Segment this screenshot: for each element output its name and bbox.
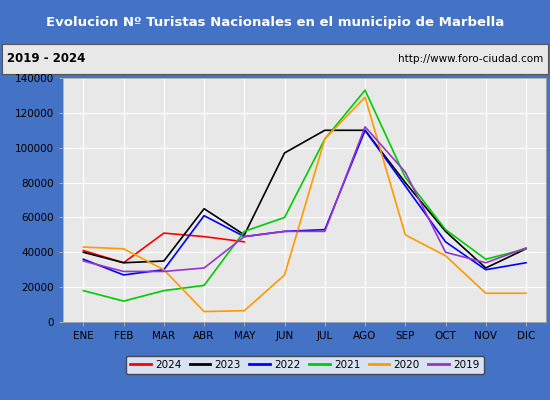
Text: 2019 - 2024: 2019 - 2024 bbox=[7, 52, 85, 66]
Text: Evolucion Nº Turistas Nacionales en el municipio de Marbella: Evolucion Nº Turistas Nacionales en el m… bbox=[46, 16, 504, 29]
Text: http://www.foro-ciudad.com: http://www.foro-ciudad.com bbox=[398, 54, 543, 64]
Legend: 2024, 2023, 2022, 2021, 2020, 2019: 2024, 2023, 2022, 2021, 2020, 2019 bbox=[125, 356, 484, 374]
